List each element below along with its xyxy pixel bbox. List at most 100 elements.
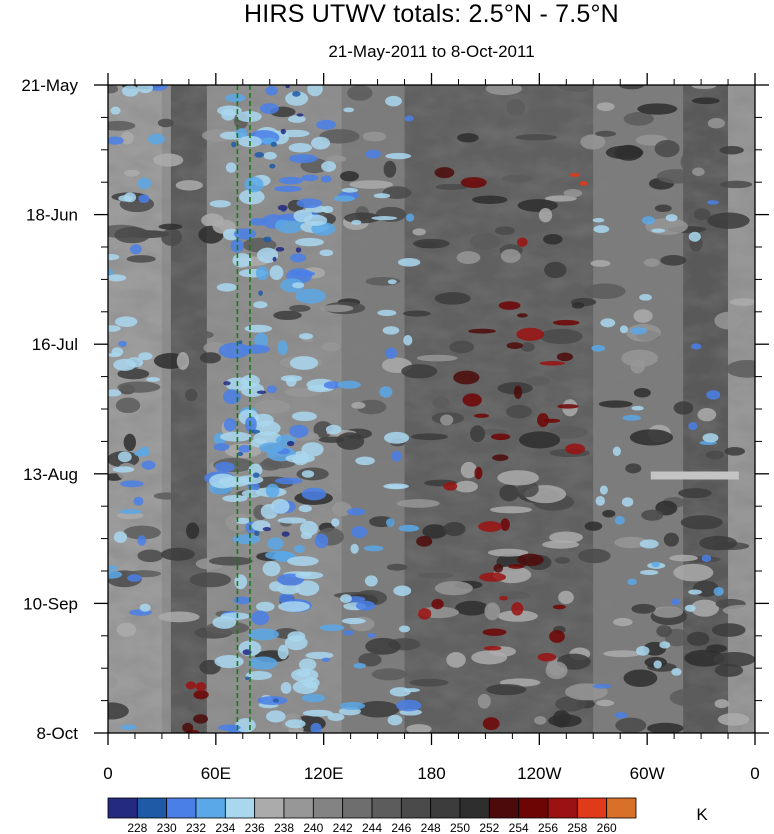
grey-contour	[472, 195, 508, 204]
dry-contour	[108, 570, 123, 579]
colorbar-box	[195, 797, 226, 819]
dry-contour	[355, 456, 375, 466]
colorbar-box	[224, 797, 256, 819]
dry-contour	[277, 517, 307, 524]
dry-contour	[248, 628, 280, 641]
dry-contour	[238, 444, 252, 453]
dry-contour	[267, 537, 284, 550]
dry-contour	[263, 151, 277, 160]
grey-contour	[153, 492, 181, 500]
dry-contour	[600, 318, 616, 328]
colorbar-label: 254	[509, 821, 529, 834]
grey-contour	[273, 310, 302, 320]
dry-contour	[396, 699, 422, 712]
dry-contour	[274, 185, 302, 192]
dry-contour	[639, 539, 659, 549]
grey-contour	[614, 144, 643, 161]
dry-contour	[291, 411, 317, 422]
dry-contour	[127, 574, 142, 582]
dry-core	[269, 163, 276, 169]
moist-contour	[416, 536, 433, 547]
dry-contour	[353, 662, 366, 669]
dry-contour	[339, 701, 366, 710]
dry-contour	[295, 580, 320, 596]
grey-contour	[711, 623, 746, 637]
colorbar-label: 236	[245, 821, 265, 834]
dry-contour	[340, 594, 352, 604]
grey-contour	[663, 532, 679, 547]
grey-contour	[673, 401, 694, 415]
grey-contour	[669, 688, 709, 707]
colorbar-unit: K	[696, 805, 708, 824]
grey-contour	[406, 724, 432, 733]
moist-contour	[193, 714, 209, 724]
grey-contour	[457, 133, 479, 143]
dry-contour	[295, 571, 324, 580]
grey-contour	[623, 669, 658, 687]
dry-contour	[379, 386, 393, 398]
dry-contour	[591, 344, 606, 352]
dry-contour	[121, 85, 139, 97]
dry-contour	[235, 517, 250, 525]
grey-contour	[722, 604, 755, 617]
dry-contour	[285, 376, 297, 387]
grey-contour	[192, 330, 214, 339]
moist-contour	[417, 608, 432, 620]
moist-contour	[516, 327, 545, 341]
colorbar-box	[342, 797, 373, 819]
moist-contour	[431, 598, 444, 610]
grey-contour	[434, 292, 471, 305]
grey-contour	[471, 650, 508, 665]
grey-contour	[351, 401, 366, 409]
grey-contour	[614, 536, 649, 549]
moist-contour	[474, 466, 483, 480]
moist-contour	[182, 722, 194, 733]
grey-contour	[356, 700, 400, 718]
colorbar-box	[606, 797, 637, 819]
grey-contour	[386, 563, 408, 571]
grey-contour	[558, 590, 574, 605]
dry-contour	[366, 633, 377, 638]
y-tick-label: 16-Jul	[32, 335, 78, 354]
grey-contour	[690, 599, 720, 617]
moist-contour	[513, 385, 523, 399]
dry-contour	[279, 129, 310, 138]
grey-contour	[417, 572, 454, 579]
x-tick-label: 120W	[517, 764, 561, 783]
grey-contour	[416, 354, 458, 362]
dry-contour	[133, 496, 144, 506]
dry-contour	[257, 696, 288, 705]
dry-contour	[138, 352, 153, 361]
moist-contour	[516, 313, 528, 318]
dry-core	[238, 340, 243, 345]
dry-contour	[280, 681, 292, 694]
dry-contour	[214, 654, 244, 669]
moist-contour	[478, 521, 503, 532]
moist-contour	[195, 681, 207, 692]
dry-core	[258, 290, 263, 296]
moist-core	[569, 172, 581, 178]
grey-contour	[691, 85, 717, 89]
grey-contour	[432, 396, 450, 409]
moist-contour	[517, 553, 544, 567]
dry-contour	[671, 598, 681, 606]
dry-core	[254, 152, 265, 158]
dry-contour	[653, 660, 662, 669]
grey-contour	[489, 506, 533, 514]
grey-contour	[707, 118, 726, 129]
x-tick-label: 60E	[201, 764, 231, 783]
dry-contour	[614, 712, 628, 719]
grey-contour	[402, 310, 431, 317]
y-tick-label: 21-May	[21, 76, 78, 95]
dry-contour	[325, 424, 342, 435]
dry-contour	[268, 581, 284, 592]
dry-contour	[245, 670, 273, 680]
dry-core	[245, 676, 250, 681]
dry-contour	[373, 193, 391, 199]
grey-contour	[713, 652, 755, 667]
moist-contour	[193, 690, 209, 700]
grey-contour	[506, 404, 532, 419]
colorbar-box	[547, 797, 578, 819]
grey-contour	[318, 436, 345, 443]
dry-contour	[619, 325, 628, 334]
